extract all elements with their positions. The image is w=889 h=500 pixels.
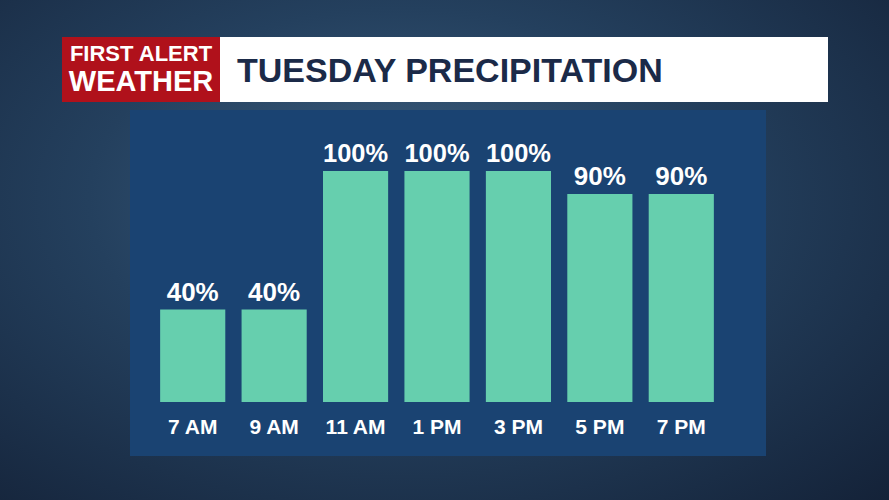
svg-text:9 AM: 9 AM (249, 415, 298, 438)
svg-text:40%: 40% (248, 277, 300, 307)
svg-text:40%: 40% (167, 277, 219, 307)
svg-text:100%: 100% (404, 139, 469, 167)
svg-text:90%: 90% (655, 161, 707, 191)
svg-text:7 AM: 7 AM (168, 415, 217, 438)
html-text:FIRST ALERT: FIRST ALERT (69, 41, 213, 66)
svg-text:5 PM: 5 PM (575, 415, 624, 438)
svg-text:11 AM: 11 AM (326, 415, 386, 438)
svg-text:100%: 100% (486, 139, 551, 167)
svg-text:7 PM: 7 PM (657, 415, 706, 438)
html-text:WEATHER: WEATHER (68, 65, 214, 97)
svg-text:90%: 90% (574, 161, 626, 191)
svg-text:TUESDAY PRECIPITATION: TUESDAY PRECIPITATION (237, 51, 663, 89)
svg-text:100%: 100% (323, 139, 388, 167)
svg-text:1 PM: 1 PM (412, 415, 461, 438)
svg-text:3 PM: 3 PM (494, 415, 543, 438)
